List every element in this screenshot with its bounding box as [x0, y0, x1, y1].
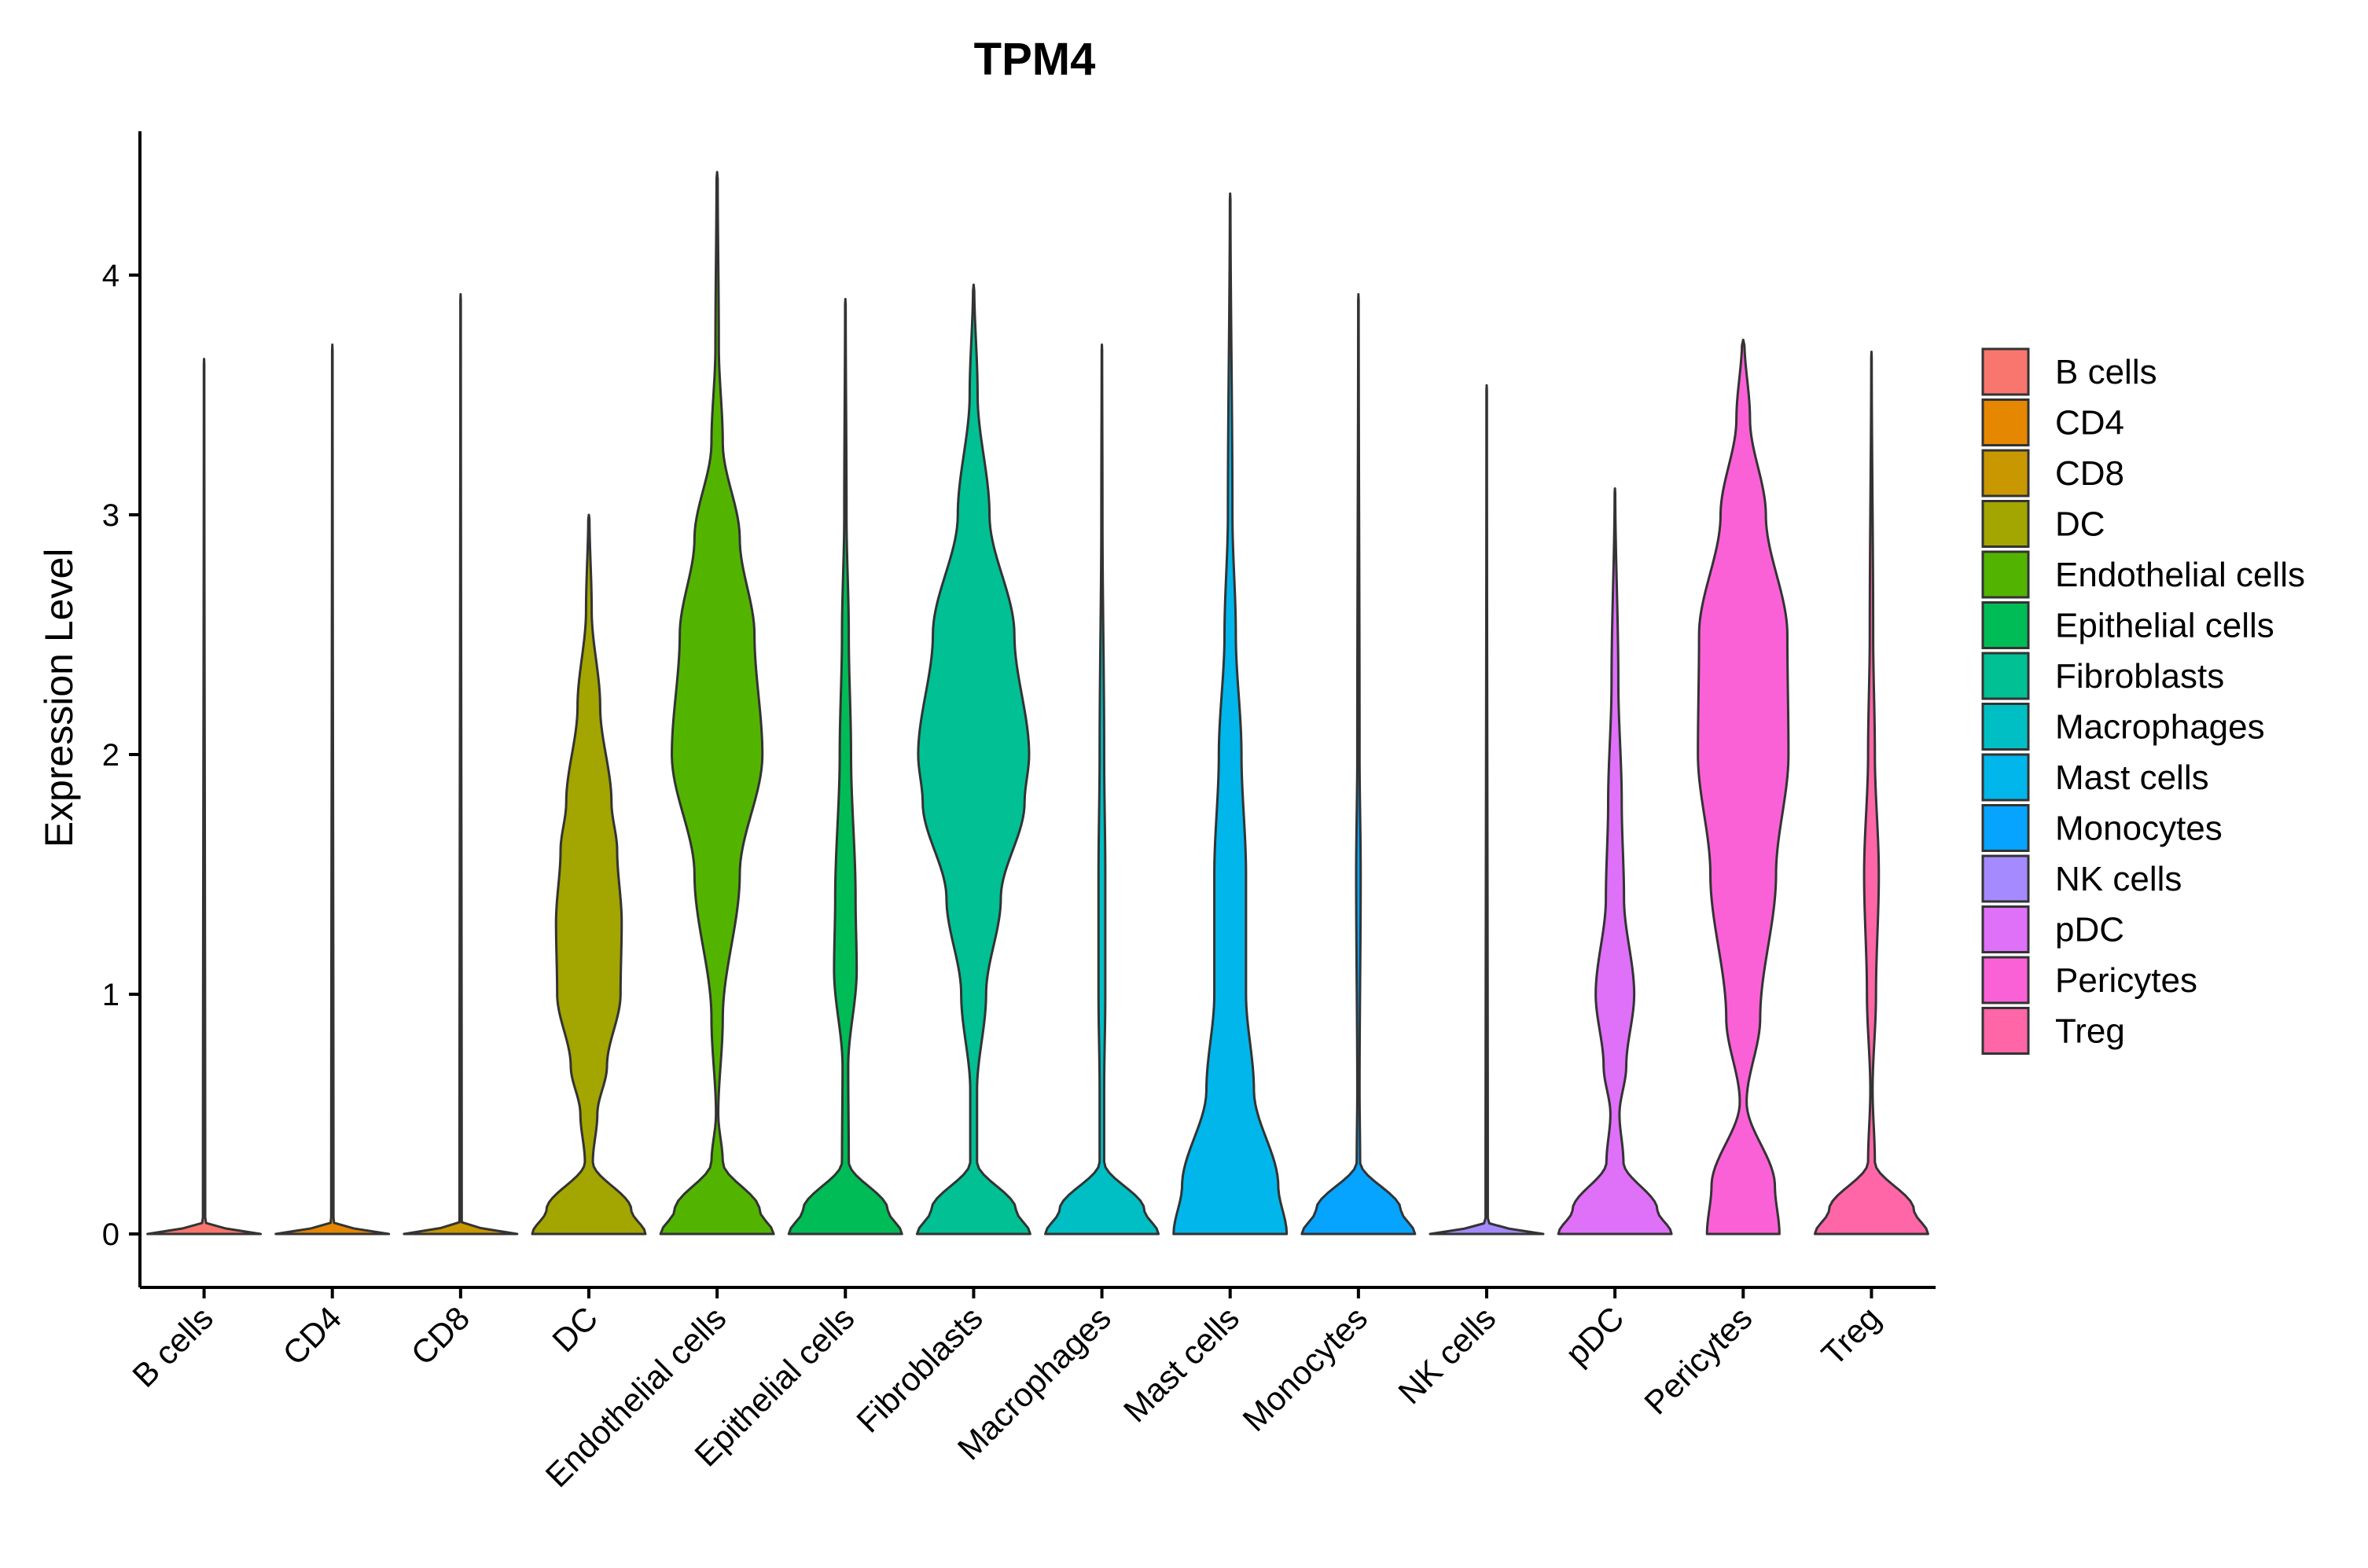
violin-endothelial-cells — [659, 171, 775, 1236]
x-tick-label: B cells — [125, 1299, 220, 1394]
legend-label: Mast cells — [2055, 758, 2209, 797]
chart-title: TPM4 — [974, 34, 1096, 85]
x-tick-label: Pericytes — [1637, 1299, 1759, 1421]
violin-mast-cells — [1172, 192, 1289, 1236]
legend-swatch — [1981, 703, 2030, 751]
violin-cd4 — [274, 343, 391, 1236]
x-tick-label: Treg — [1815, 1299, 1888, 1372]
violin-epithelial-cells — [787, 298, 903, 1236]
violins-group — [146, 171, 1929, 1236]
legend-swatch — [1981, 905, 2030, 953]
legend-label: NK cells — [2055, 860, 2182, 898]
legend-label: Epithelial cells — [2055, 607, 2274, 645]
axes-group — [138, 131, 1936, 1289]
violin-macrophages — [1044, 343, 1160, 1236]
y-tick-label: 4 — [102, 259, 120, 293]
legend-label: CD8 — [2055, 454, 2124, 493]
y-tick-label: 3 — [102, 498, 120, 533]
legend-swatch — [1981, 753, 2030, 802]
x-tick-label: Mast cells — [1116, 1299, 1246, 1429]
violin-nk-cells — [1429, 384, 1545, 1236]
legend-label: Macrophages — [2055, 708, 2265, 747]
x-tick-label: NK cells — [1391, 1299, 1502, 1411]
legend-swatch — [1981, 347, 2030, 396]
x-tick-label: DC — [545, 1299, 605, 1359]
y-tick-label: 1 — [102, 978, 120, 1012]
legend-swatch — [1981, 956, 2030, 1004]
legend-label: CD4 — [2055, 404, 2124, 442]
legend-swatch — [1981, 449, 2030, 498]
legend-swatch — [1981, 601, 2030, 649]
legend-label: Fibroblasts — [2055, 657, 2224, 696]
legend-swatch — [1981, 550, 2030, 599]
legend-label: Endothelial cells — [2055, 556, 2305, 594]
legend-label: Pericytes — [2055, 961, 2197, 1000]
legend-label: Treg — [2055, 1012, 2125, 1051]
x-tick-label: CD8 — [404, 1299, 477, 1372]
y-tick-label: 0 — [102, 1217, 120, 1252]
y-axis-label: Expression Level — [37, 549, 81, 848]
x-tick-label: CD4 — [275, 1299, 348, 1372]
violin-monocytes — [1300, 292, 1417, 1236]
violin-treg — [1813, 351, 1929, 1236]
legend-swatch — [1981, 804, 2030, 852]
legend-swatch — [1981, 398, 2030, 446]
legend-label: DC — [2055, 505, 2105, 544]
legend-swatch — [1981, 854, 2030, 903]
x-tick-label: pDC — [1558, 1299, 1631, 1372]
legend-swatch — [1981, 1007, 2030, 1055]
y-tick-label: 2 — [102, 738, 120, 773]
violin-pericytes — [1697, 338, 1790, 1236]
x-tick-label: Monocytes — [1235, 1299, 1374, 1438]
legend-label: Monocytes — [2055, 810, 2223, 848]
violin-dc — [531, 513, 647, 1236]
legend-swatch — [1981, 652, 2030, 700]
x-tick-label: Fibroblasts — [849, 1299, 989, 1439]
legend: B cells CD4 CD8 DC Endothelial cells Epitheli… — [1981, 347, 2305, 1055]
legend-label: pDC — [2055, 911, 2124, 949]
violin-pdc — [1557, 487, 1673, 1236]
y-ticks-group: 0 1 2 3 4 — [102, 259, 140, 1252]
violin-fibroblasts — [915, 283, 1031, 1236]
legend-label: B cells — [2055, 353, 2157, 391]
violin-cd8 — [403, 292, 519, 1236]
violin-b-cells — [146, 358, 263, 1236]
legend-swatch — [1981, 500, 2030, 548]
